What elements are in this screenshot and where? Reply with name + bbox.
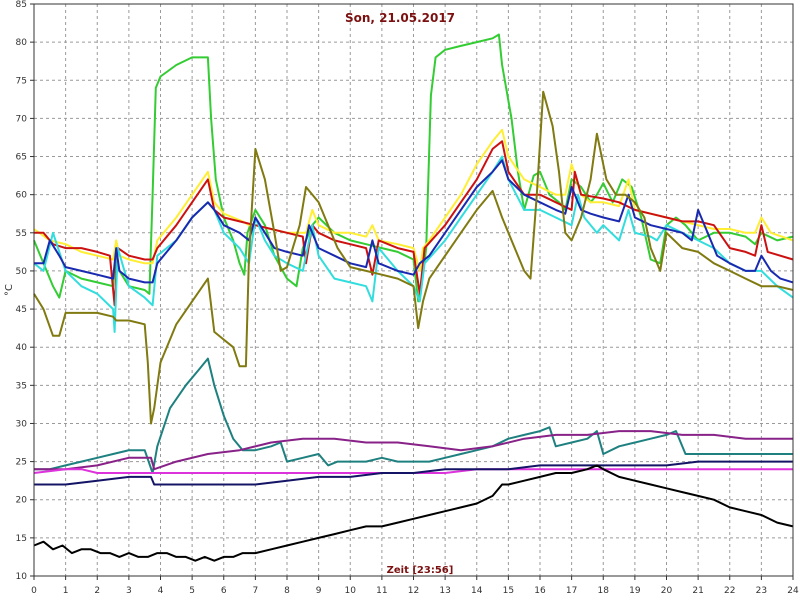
- x-tick-label: 7: [253, 586, 259, 596]
- x-tick-label: 15: [503, 586, 514, 596]
- x-tick-label: 5: [189, 586, 195, 596]
- chart-title: Son, 21.05.2017: [345, 11, 455, 25]
- series-line-8: [34, 430, 793, 471]
- x-tick-label: 10: [345, 586, 357, 596]
- y-tick-label: 65: [16, 153, 27, 163]
- plot-frame: [33, 3, 794, 577]
- x-tick-label: 6: [221, 586, 227, 596]
- series-line-4: [33, 155, 794, 333]
- series-line-11: [33, 464, 794, 562]
- x-tick-label: 16: [534, 586, 546, 596]
- series-line-5: [34, 159, 794, 284]
- y-tick-label: 45: [16, 305, 27, 315]
- x-axis-label: Zeit [23:56]: [387, 565, 454, 576]
- y-tick-label: 20: [16, 496, 28, 506]
- x-tick-label: 9: [316, 586, 322, 596]
- y-tick-label: 25: [16, 458, 27, 468]
- series-line-7: [34, 357, 793, 474]
- y-tick-label: 30: [16, 419, 28, 429]
- y-tick-label: 70: [16, 114, 28, 124]
- y-tick-label: 35: [16, 381, 27, 391]
- series-line-10: [34, 460, 793, 486]
- x-tick-label: 1: [63, 586, 69, 596]
- x-tick-label: 2: [94, 586, 100, 596]
- y-tick-label: 15: [16, 534, 27, 544]
- y-axis-label: °C: [4, 284, 15, 296]
- y-tick-label: 75: [16, 76, 27, 86]
- series-line-6: [33, 90, 794, 425]
- x-tick-label: 22: [724, 586, 735, 596]
- x-tick-label: 0: [31, 586, 37, 596]
- x-tick-label: 4: [158, 586, 164, 596]
- y-tick-label: 60: [16, 191, 28, 201]
- series-line-3: [34, 140, 794, 307]
- x-tick-label: 3: [126, 586, 132, 596]
- series-layer: [33, 33, 794, 562]
- x-tick-label: 14: [471, 586, 483, 596]
- x-tick-label: 20: [661, 586, 673, 596]
- x-tick-label: 11: [376, 586, 387, 596]
- x-tick-label: 23: [756, 586, 767, 596]
- y-tick-label: 40: [16, 343, 28, 353]
- y-tick-label: 50: [16, 267, 28, 277]
- x-tick-label: 13: [439, 586, 450, 596]
- y-tick-label: 10: [16, 572, 28, 582]
- y-tick-label: 80: [16, 38, 28, 48]
- x-tick-label: 18: [598, 586, 610, 596]
- y-tick-label: 55: [16, 229, 27, 239]
- x-tick-label: 21: [692, 586, 703, 596]
- x-tick-label: 19: [629, 586, 641, 596]
- axes: [30, 3, 794, 580]
- x-tick-label: 12: [408, 586, 419, 596]
- y-tick-label: 85: [16, 0, 27, 10]
- x-tick-label: 24: [787, 586, 799, 596]
- x-tick-label: 17: [566, 586, 577, 596]
- x-tick-label: 8: [284, 586, 290, 596]
- tick-labels: 0 1 2 3 4 5 6 7 8 9 10 11 12 13 14 15 16 17 18 19 20 21 22 23 24…: [16, 0, 799, 596]
